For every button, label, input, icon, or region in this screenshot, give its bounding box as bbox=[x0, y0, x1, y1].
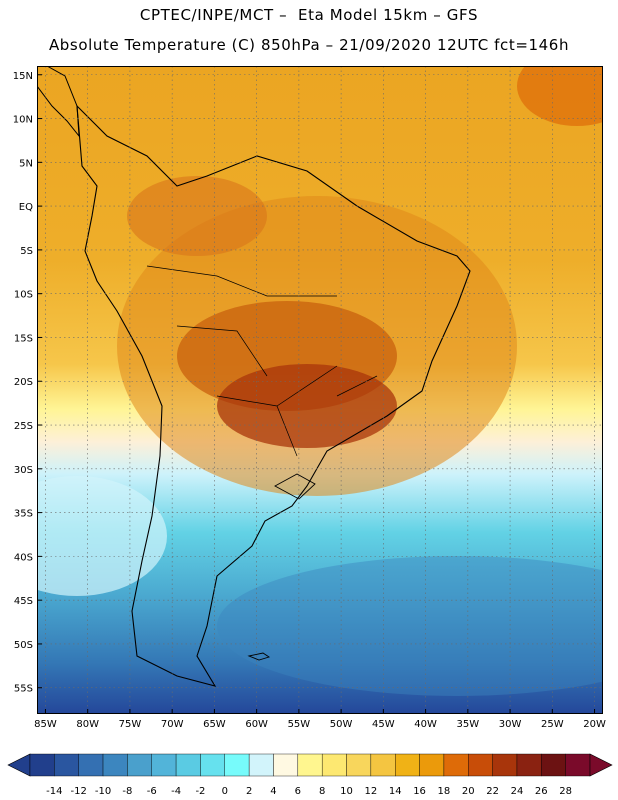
lat-label: 10S bbox=[14, 290, 33, 301]
map-title: CPTEC/INPE/MCT – Eta Model 15km – GFS bbox=[139, 6, 479, 24]
warm-region-northern bbox=[127, 176, 267, 256]
temperature-map bbox=[37, 66, 603, 714]
colorbar-swatch bbox=[151, 753, 177, 777]
colorbar-swatch bbox=[565, 753, 591, 777]
dotted-gridlines bbox=[37, 66, 603, 714]
lat-label: 30S bbox=[14, 465, 33, 476]
colorbar-swatch bbox=[127, 753, 152, 777]
lat-label: 40S bbox=[14, 552, 33, 563]
colorbar-label: 26 bbox=[535, 786, 548, 797]
colorbar-swatch bbox=[224, 753, 250, 777]
colorbar-swatch bbox=[541, 753, 566, 777]
colorbar-swatch bbox=[78, 753, 104, 777]
colorbar-swatch bbox=[54, 753, 79, 777]
colorbar-swatch bbox=[248, 753, 274, 777]
lon-label: 55W bbox=[288, 719, 311, 730]
lon-label: 45W bbox=[372, 719, 395, 730]
central-america-coastline bbox=[37, 66, 80, 138]
lon-label: 25W bbox=[541, 719, 564, 730]
colorbar-label: 16 bbox=[413, 786, 426, 797]
map-border bbox=[37, 66, 603, 714]
colorbar-label: -2 bbox=[195, 786, 205, 797]
lat-label: 15S bbox=[14, 333, 33, 344]
lon-label: 50W bbox=[330, 719, 353, 730]
colorbar-swatch bbox=[516, 753, 542, 777]
lat-label: 5N bbox=[19, 158, 33, 169]
lat-label: 35S bbox=[14, 509, 33, 520]
colorbar-swatch bbox=[346, 753, 372, 777]
colorbar-label: 14 bbox=[389, 786, 402, 797]
colorbar-label: 18 bbox=[438, 786, 451, 797]
colorbar-label: -8 bbox=[122, 786, 132, 797]
colorbar-label: -10 bbox=[95, 786, 111, 797]
lon-label: 80W bbox=[76, 719, 99, 730]
warm-region-paraguay bbox=[217, 364, 397, 448]
colorbar-under-triangle bbox=[7, 753, 31, 777]
lon-label: 40W bbox=[414, 719, 437, 730]
lon-label: 70W bbox=[161, 719, 184, 730]
colorbar-label: -12 bbox=[71, 786, 87, 797]
colorbar-label: 0 bbox=[222, 786, 228, 797]
lat-label: 10N bbox=[13, 115, 33, 126]
lat-label: 5S bbox=[20, 246, 33, 257]
country-borders bbox=[146, 265, 378, 457]
colorbar-swatch bbox=[419, 753, 445, 777]
colorbar-swatch bbox=[175, 753, 201, 777]
uruguay-coast-ring bbox=[274, 473, 316, 500]
colorbar-label: 28 bbox=[559, 786, 572, 797]
colorbar-swatch bbox=[200, 753, 225, 777]
colorbar-label: 6 bbox=[295, 786, 301, 797]
south-america-coastline bbox=[76, 104, 471, 687]
colorbar-label: -4 bbox=[171, 786, 181, 797]
colorbar-label: 24 bbox=[511, 786, 524, 797]
lat-label: 45S bbox=[14, 596, 33, 607]
colorbar-label: 12 bbox=[365, 786, 378, 797]
colorbar-swatch bbox=[321, 753, 347, 777]
temperature-colorbar: -14 -12 -10 -8 -6 -4 -2 0 2 4 6 8 10 12 14 16 18 20 22 24 26… bbox=[7, 753, 613, 797]
colorbar-label: 8 bbox=[319, 786, 325, 797]
lon-label: 30W bbox=[499, 719, 522, 730]
lat-label: 20S bbox=[14, 377, 33, 388]
colorbar-label: 2 bbox=[246, 786, 252, 797]
colorbar-swatch bbox=[395, 753, 420, 777]
colorbar-label: -6 bbox=[147, 786, 157, 797]
lat-label: 50S bbox=[14, 640, 33, 651]
lat-label: 55S bbox=[14, 684, 33, 695]
lon-label: 65W bbox=[203, 719, 226, 730]
lon-label: 85W bbox=[34, 719, 57, 730]
colorbar-label: 20 bbox=[462, 786, 475, 797]
lat-label: 25S bbox=[14, 421, 33, 432]
colorbar-over-triangle bbox=[589, 753, 613, 777]
colorbar-label: 10 bbox=[340, 786, 353, 797]
map-subtitle: Absolute Temperature (C) 850hPa – 21/09/… bbox=[48, 36, 570, 54]
cool-region-pacific bbox=[37, 476, 167, 596]
lon-label: 60W bbox=[245, 719, 268, 730]
colorbar-swatch bbox=[492, 753, 518, 777]
colorbar-label: 4 bbox=[270, 786, 276, 797]
lat-label: 15N bbox=[13, 71, 33, 82]
lon-label: 20W bbox=[583, 719, 606, 730]
falkland-islands bbox=[247, 652, 271, 661]
colorbar-swatch bbox=[273, 753, 299, 777]
colorbar-swatch bbox=[29, 753, 55, 777]
longitude-ticks bbox=[44, 709, 596, 714]
colorbar-swatch bbox=[443, 753, 469, 777]
warm-region-northeast bbox=[517, 66, 603, 126]
colorbar-label: -14 bbox=[46, 786, 62, 797]
colorbar-swatch bbox=[370, 753, 396, 777]
cool-region-south-atlantic bbox=[217, 556, 603, 696]
colorbar-swatch bbox=[468, 753, 493, 777]
colorbar-label: 22 bbox=[486, 786, 499, 797]
lon-label: 35W bbox=[457, 719, 480, 730]
lat-label: EQ bbox=[19, 202, 33, 213]
colorbar-swatch bbox=[102, 753, 128, 777]
latitude-ticks bbox=[37, 74, 42, 689]
lon-label: 75W bbox=[119, 719, 142, 730]
colorbar-swatch bbox=[297, 753, 323, 777]
